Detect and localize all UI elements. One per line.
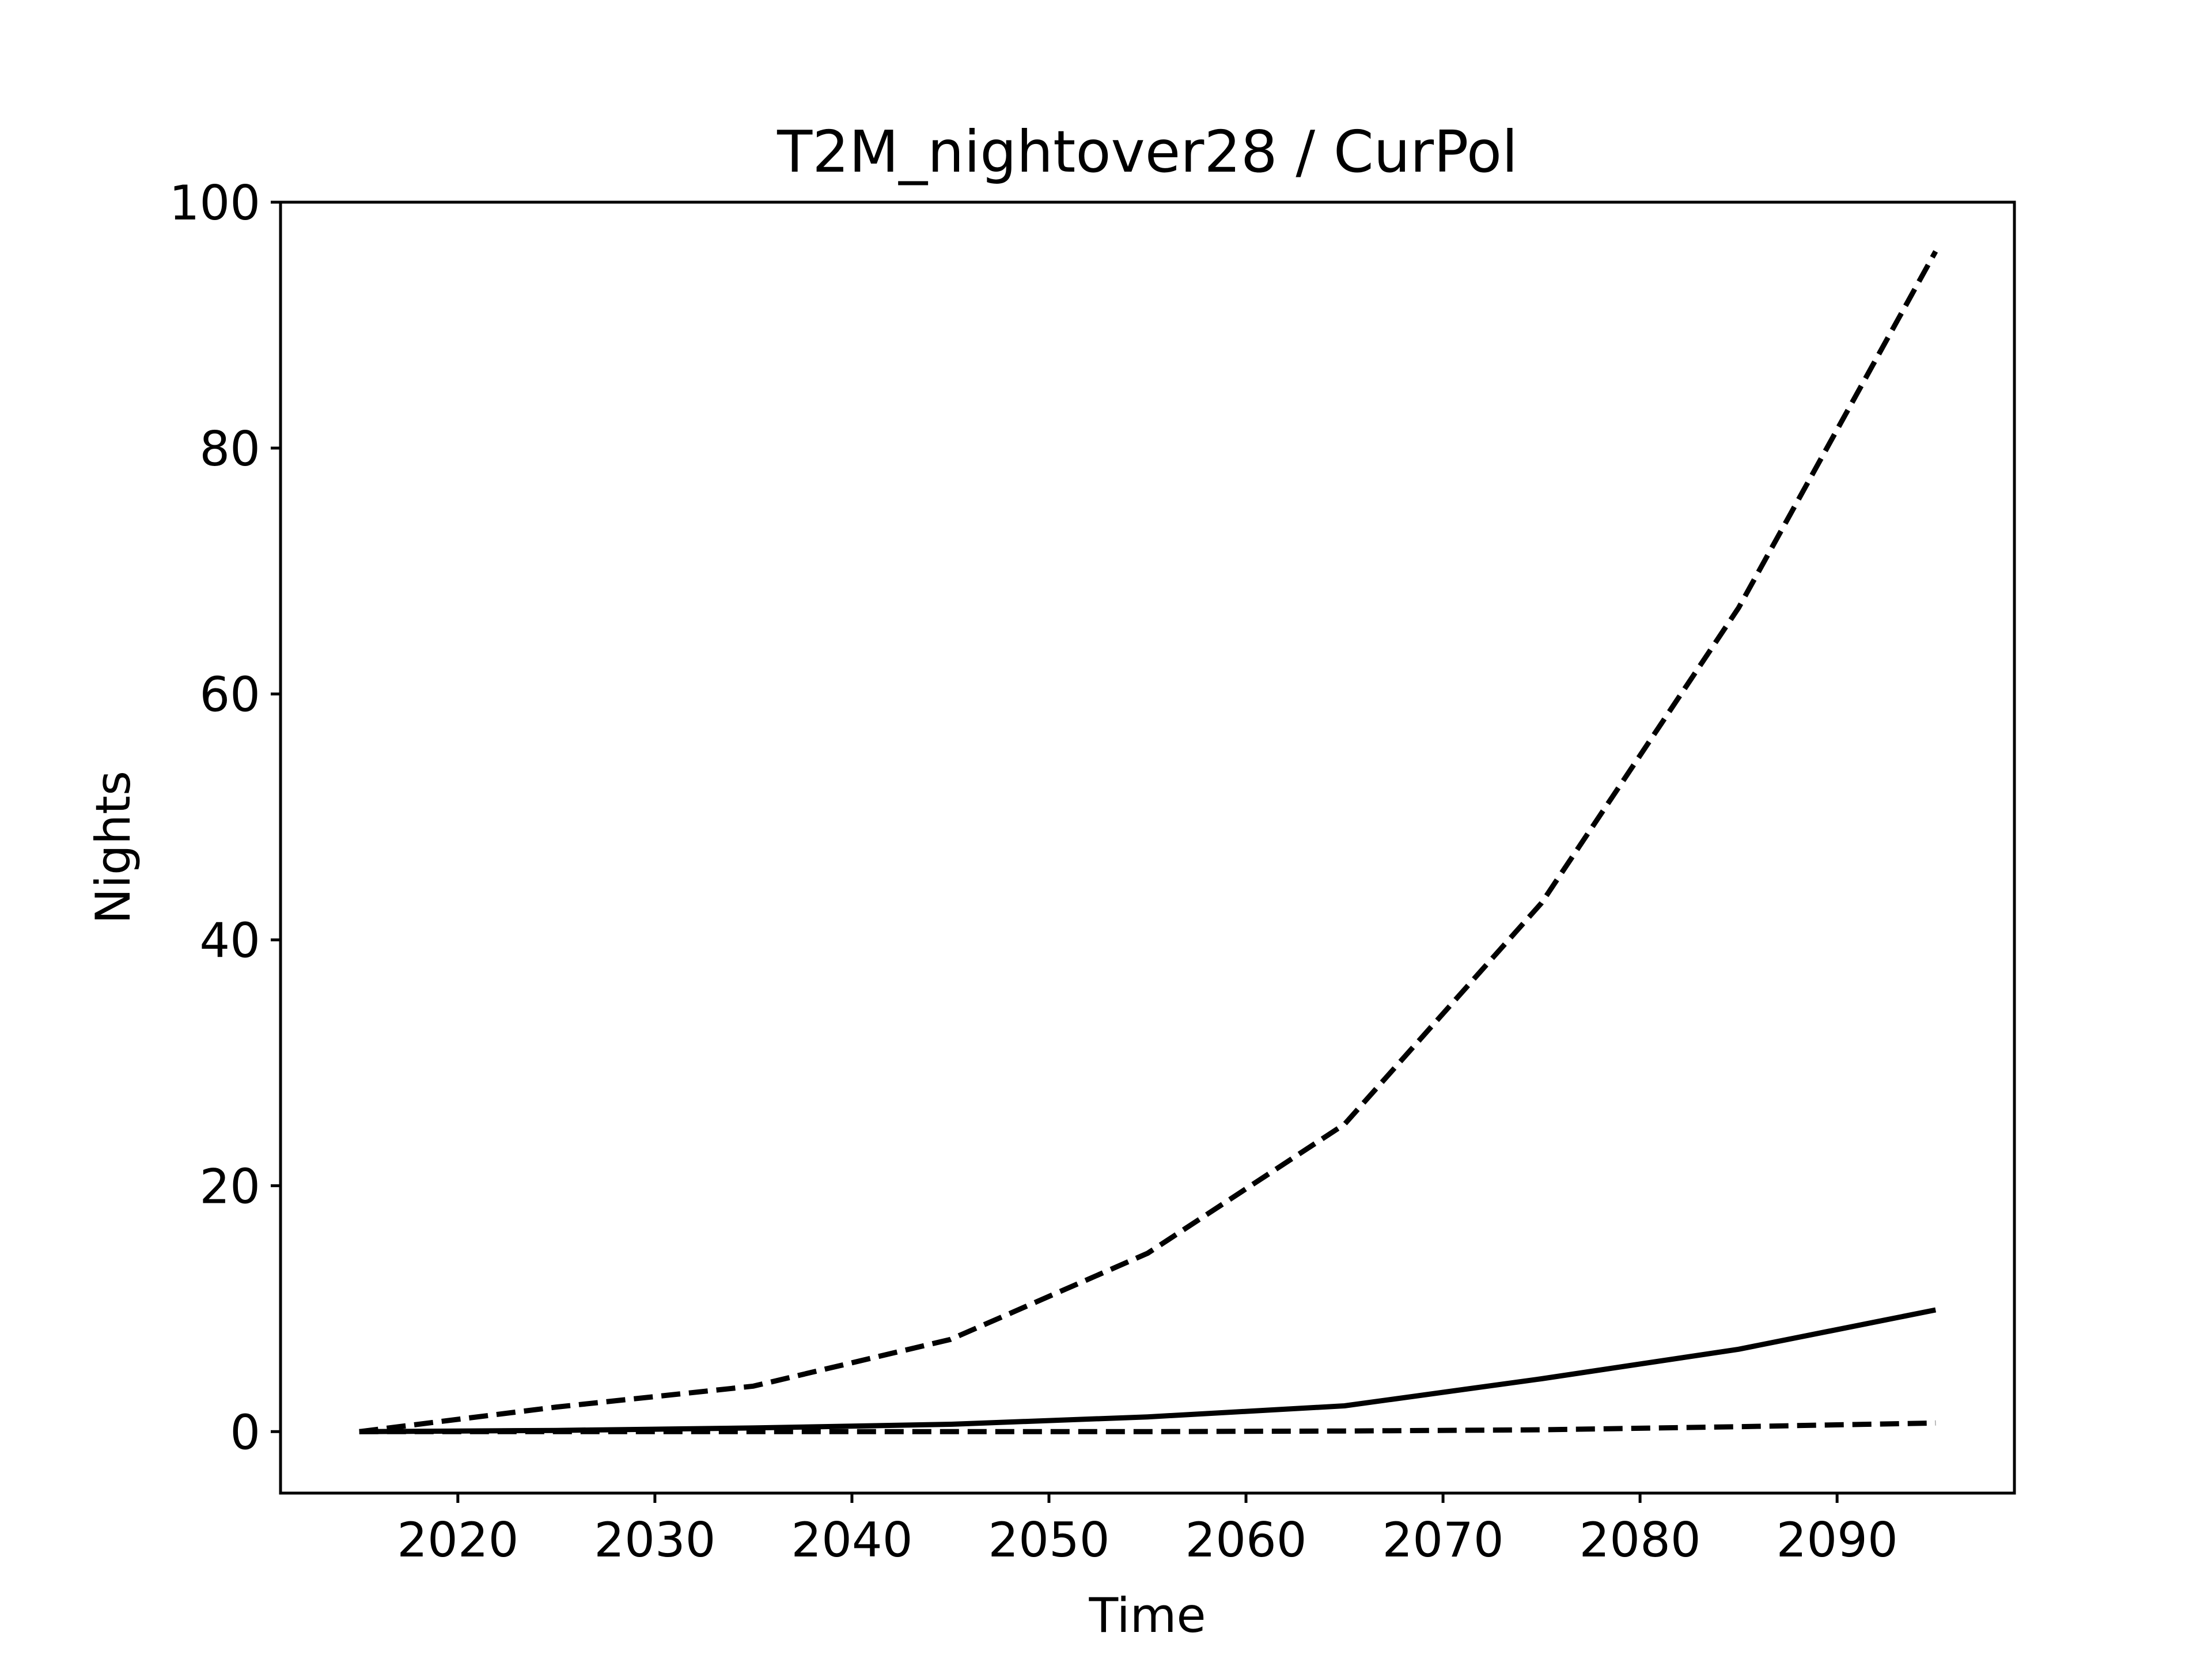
y-tick-label: 100: [169, 175, 260, 231]
x-tick-label: 2070: [1382, 1512, 1503, 1568]
y-tick-label: 20: [199, 1158, 260, 1214]
y-tick-label: 40: [199, 913, 260, 969]
x-tick-label: 2050: [988, 1512, 1109, 1568]
y-tick-label: 80: [199, 421, 260, 477]
y-axis-label: Nights: [85, 771, 141, 924]
x-tick-label: 2040: [791, 1512, 912, 1568]
series-line-1: [359, 250, 1938, 1434]
x-tick-label: 2060: [1185, 1512, 1306, 1568]
y-axis: 0 20 40 60 80 100: [169, 175, 281, 1460]
series-layer: [359, 250, 1938, 1434]
x-tick-label: 2030: [594, 1512, 715, 1568]
x-tick-label: 2090: [1777, 1512, 1898, 1568]
chart-title: T2M_nightover28 / CurPol: [777, 118, 1518, 185]
x-axis-label: Time: [1088, 1588, 1206, 1643]
x-tick-label: 2020: [397, 1512, 518, 1568]
y-tick-label: 0: [230, 1404, 260, 1460]
series-line-3: [359, 1420, 1936, 1434]
y-tick-label: 60: [199, 667, 260, 723]
plot-frame: [279, 200, 2016, 1495]
x-axis: 2020 2030 2040 2050 2060 2070 2080 2090: [397, 1493, 1898, 1568]
x-tick-label: 2080: [1579, 1512, 1700, 1568]
